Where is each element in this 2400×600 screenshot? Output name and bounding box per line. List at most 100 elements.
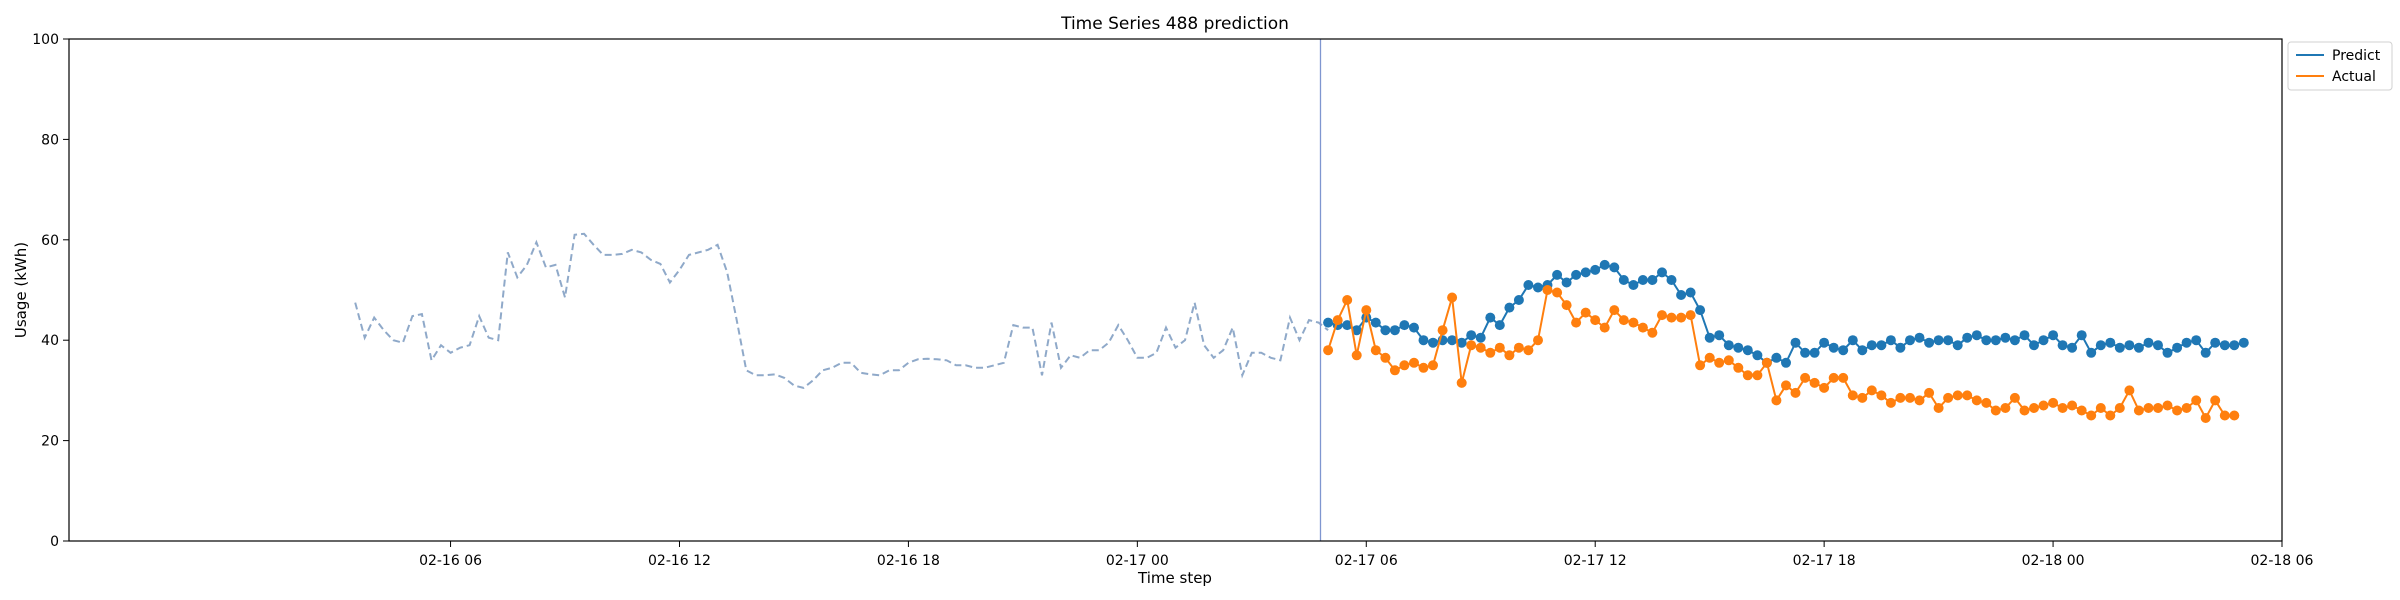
predict-point [1637,275,1648,285]
predict-point [1466,330,1477,341]
actual-point [2181,403,2192,413]
actual-point [1351,350,1362,361]
y-axis-label: Usage (kWh) [12,242,30,338]
predict-point [2219,340,2230,351]
actual-point [2000,403,2011,413]
predict-point [1494,320,1505,331]
x-axis-label: Time step [1137,569,1212,587]
predict-point [1819,337,1830,348]
predict-point [1666,275,1677,285]
actual-point [1752,370,1763,381]
predict-point [2029,340,2039,351]
actual-point [1819,382,1830,393]
predict-point [1962,332,1973,343]
predict-point [1866,340,1877,351]
predict-point [1723,340,1734,351]
actual-point [1542,285,1553,295]
actual-point [1475,342,1486,353]
actual-point [1580,307,1591,318]
predict-point [2076,330,2087,341]
actual-point [1714,357,1725,368]
actual-point [1523,345,1534,356]
actual-point [2048,397,2059,408]
actual-point [1704,352,1715,363]
predict-point [1952,340,1963,351]
history-layer [354,232,1329,389]
predict-point [1838,345,1849,356]
predict-point [1933,335,1944,346]
predict-point [1513,295,1524,305]
actual-point [1666,312,1677,323]
predict-point [1876,340,1887,351]
actual-point [1761,357,1772,368]
predict-point [2105,337,2116,348]
actual-point [1323,345,1334,356]
x-tick-label: 02-16 12 [648,553,711,569]
predict-point [2124,340,2135,351]
predict-point [1609,262,1620,273]
predict-point [1742,345,1753,356]
actual-point [1971,395,1982,406]
predict-point [1523,280,1534,290]
actual-point [1618,315,1629,326]
predict-point [1380,325,1391,336]
predict-point [1475,332,1486,343]
predict-point [1399,320,1410,331]
actual-point [2009,392,2020,403]
actual-point [2133,405,2144,416]
predict-point [1533,282,1543,293]
predict-point [1943,335,1954,346]
actual-point [1952,390,1963,401]
predict-point [2038,335,2049,346]
actual-point [2095,403,2106,413]
actual-point [1914,395,1925,406]
actual-point [1943,392,1954,403]
predict-point [1485,312,1496,323]
y-tick-label: 60 [41,233,59,249]
predict-point [1571,269,1582,280]
actual-point [2191,395,2202,406]
actual-point [1628,317,1639,328]
predict-point [1971,330,1982,341]
actual-point [2172,405,2183,416]
x-tick-label: 02-16 18 [877,553,940,569]
actual-point [2076,405,2087,416]
actual-series [1323,285,2240,423]
predict-point [1580,267,1591,278]
actual-point [1771,395,1782,406]
actual-point [2105,410,2116,421]
predict-point [1685,287,1696,298]
actual-point [1933,403,1944,413]
actual-point [2029,403,2039,413]
predict-point [1409,322,1419,333]
predict-point [2210,337,2221,348]
x-tick-label: 02-18 06 [2251,553,2314,569]
actual-point [1695,360,1706,371]
actual-point [1905,392,1915,403]
predict-point [1857,345,1868,356]
predict-point [2019,330,2030,341]
actual-point [1456,377,1467,388]
predict-point [1790,337,1801,348]
y-tick-label: 0 [50,534,59,550]
actual-point [1552,287,1563,298]
predict-point [1599,259,1610,270]
predict-point [2238,337,2249,348]
actual-point [1494,342,1505,353]
actual-point [1742,370,1753,381]
predict-point [1809,347,1820,358]
predict-point [1370,317,1381,328]
chart-title: Time Series 488 prediction [1060,14,1289,34]
actual-point [2200,413,2211,423]
actual-point [1838,372,1849,383]
predict-point [2143,337,2154,348]
actual-point [1723,355,1734,366]
actual-point [1466,340,1477,351]
predict-point [1990,335,2001,346]
actual-point [1857,392,1868,403]
x-tick-label: 02-17 00 [1106,553,1169,569]
predict-point [1504,302,1515,313]
actual-point [2086,410,2097,421]
actual-point [1561,300,1572,311]
